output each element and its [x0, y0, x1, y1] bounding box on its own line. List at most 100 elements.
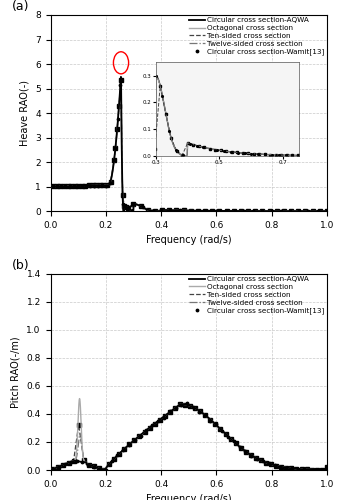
- Circular cross section-Wamit[13]: [325, 208, 329, 214]
- Ten-sided cross section: [51, 184, 55, 190]
- Octagonal cross section: [166, 207, 171, 213]
- Circular cross section-Wamit[13]: [178, 208, 182, 214]
- Circular cross section-Wamit[13]: [214, 208, 218, 214]
- Circular cross section-AQWA: [80, 459, 84, 465]
- Circular cross section-Wamit[13]: [267, 460, 271, 466]
- Circular cross section-AQWA: [325, 208, 329, 214]
- Twelve-sided cross section: [49, 184, 53, 190]
- Twelve-sided cross section: [96, 466, 100, 471]
- Line: Ten-sided cross section: Ten-sided cross section: [53, 80, 327, 211]
- Ten-sided cross section: [153, 420, 157, 426]
- Circular cross section-Wamit[13]: [104, 466, 108, 472]
- Circular cross section-Wamit[13]: [187, 208, 191, 214]
- Twelve-sided cross section: [166, 207, 171, 213]
- Circular cross section-Wamit[13]: [84, 183, 88, 189]
- Line: Circular cross section-AQWA: Circular cross section-AQWA: [51, 404, 327, 470]
- Circular cross section-Wamit[13]: [63, 461, 67, 467]
- Circular cross section-Wamit[13]: [98, 466, 102, 471]
- Circular cross section-Wamit[13]: [233, 208, 237, 214]
- Circular cross section-Wamit[13]: [150, 422, 154, 428]
- Circular cross section-Wamit[13]: [69, 458, 73, 464]
- Circular cross section-Wamit[13]: [284, 464, 288, 470]
- Circular cross section-AQWA: [49, 467, 53, 473]
- Circular cross section-AQWA: [179, 401, 183, 407]
- Circular cross section-Wamit[13]: [162, 414, 166, 420]
- Circular cross section-AQWA: [96, 182, 100, 188]
- Circular cross section-Wamit[13]: [316, 208, 320, 214]
- Line: Circular cross section-Wamit[13]: Circular cross section-Wamit[13]: [51, 82, 329, 214]
- Circular cross section-Wamit[13]: [226, 434, 230, 440]
- Twelve-sided cross section: [119, 74, 123, 80]
- Ten-sided cross section: [182, 208, 186, 214]
- Circular cross section-Wamit[13]: [159, 207, 163, 213]
- Ten-sided cross section: [175, 208, 179, 214]
- Circular cross section-Wamit[13]: [74, 458, 79, 464]
- Circular cross section-Wamit[13]: [242, 208, 246, 214]
- Octagonal cross section: [319, 467, 324, 473]
- Circular cross section-Wamit[13]: [255, 456, 259, 462]
- Twelve-sided cross section: [319, 208, 324, 214]
- Ten-sided cross section: [325, 464, 329, 470]
- Twelve-sided cross section: [80, 444, 84, 450]
- Octagonal cross section: [80, 182, 84, 188]
- Ten-sided cross section: [325, 208, 329, 214]
- Circular cross section-Wamit[13]: [278, 464, 282, 469]
- Circular cross section-Wamit[13]: [319, 467, 323, 473]
- Ten-sided cross section: [84, 182, 88, 188]
- Octagonal cross section: [119, 74, 123, 80]
- Circular cross section-Wamit[13]: [114, 144, 118, 150]
- Ten-sided cross section: [117, 103, 121, 109]
- Circular cross section-Wamit[13]: [81, 459, 85, 465]
- Y-axis label: Heave RAO(-): Heave RAO(-): [20, 80, 30, 146]
- Line: Octagonal cross section: Octagonal cross section: [51, 78, 327, 211]
- Circular cross section-Wamit[13]: [133, 437, 137, 443]
- Circular cross section-AQWA: [155, 208, 159, 214]
- Octagonal cross section: [290, 466, 294, 471]
- Ten-sided cross section: [178, 402, 182, 407]
- Circular cross section-Wamit[13]: [270, 208, 274, 214]
- Circular cross section-Wamit[13]: [203, 412, 207, 418]
- Octagonal cross section: [80, 443, 84, 449]
- Ten-sided cross section: [102, 466, 106, 472]
- Octagonal cross section: [325, 208, 329, 214]
- Circular cross section-Wamit[13]: [75, 183, 80, 189]
- Circular cross section-Wamit[13]: [214, 422, 218, 428]
- Circular cross section-Wamit[13]: [71, 183, 75, 189]
- Circular cross section-Wamit[13]: [126, 205, 130, 211]
- Circular cross section-Wamit[13]: [112, 157, 116, 163]
- Circular cross section-Wamit[13]: [296, 466, 300, 472]
- Circular cross section-Wamit[13]: [223, 208, 227, 214]
- Circular cross section-Wamit[13]: [55, 184, 59, 190]
- Circular cross section-Wamit[13]: [297, 208, 301, 214]
- Ten-sided cross section: [51, 466, 55, 472]
- Circular cross section-Wamit[13]: [59, 184, 63, 190]
- Circular cross section-Wamit[13]: [110, 458, 114, 464]
- Y-axis label: Pitch RAO(-/m): Pitch RAO(-/m): [11, 336, 21, 408]
- Twelve-sided cross section: [325, 208, 329, 214]
- Circular cross section-Wamit[13]: [145, 427, 149, 433]
- Circular cross section-Wamit[13]: [118, 82, 122, 88]
- X-axis label: Frequency (rad/s): Frequency (rad/s): [146, 236, 232, 246]
- Circular cross section-Wamit[13]: [100, 182, 104, 188]
- Circular cross section-AQWA: [119, 74, 123, 80]
- Twelve-sided cross section: [290, 208, 294, 214]
- Twelve-sided cross section: [155, 208, 159, 214]
- Ten-sided cross section: [320, 467, 324, 473]
- Circular cross section-Wamit[13]: [150, 208, 154, 214]
- Octagonal cross section: [155, 419, 159, 425]
- Circular cross section-Wamit[13]: [261, 458, 265, 464]
- Circular cross section-Wamit[13]: [261, 208, 265, 214]
- Circular cross section-Wamit[13]: [168, 207, 172, 213]
- Circular cross section-AQWA: [319, 208, 324, 214]
- Circular cross section-Wamit[13]: [209, 418, 213, 424]
- Circular cross section-Wamit[13]: [249, 452, 253, 458]
- Line: Ten-sided cross section: Ten-sided cross section: [53, 404, 327, 470]
- Octagonal cross section: [325, 464, 329, 470]
- Circular cross section-AQWA: [80, 183, 84, 189]
- Circular cross section-Wamit[13]: [57, 464, 61, 469]
- Circular cross section-Wamit[13]: [92, 183, 96, 189]
- Circular cross section-Wamit[13]: [131, 201, 135, 207]
- Circular cross section-AQWA: [290, 466, 294, 471]
- Circular cross section-AQWA: [49, 184, 53, 190]
- Circular cross section-Wamit[13]: [205, 208, 209, 214]
